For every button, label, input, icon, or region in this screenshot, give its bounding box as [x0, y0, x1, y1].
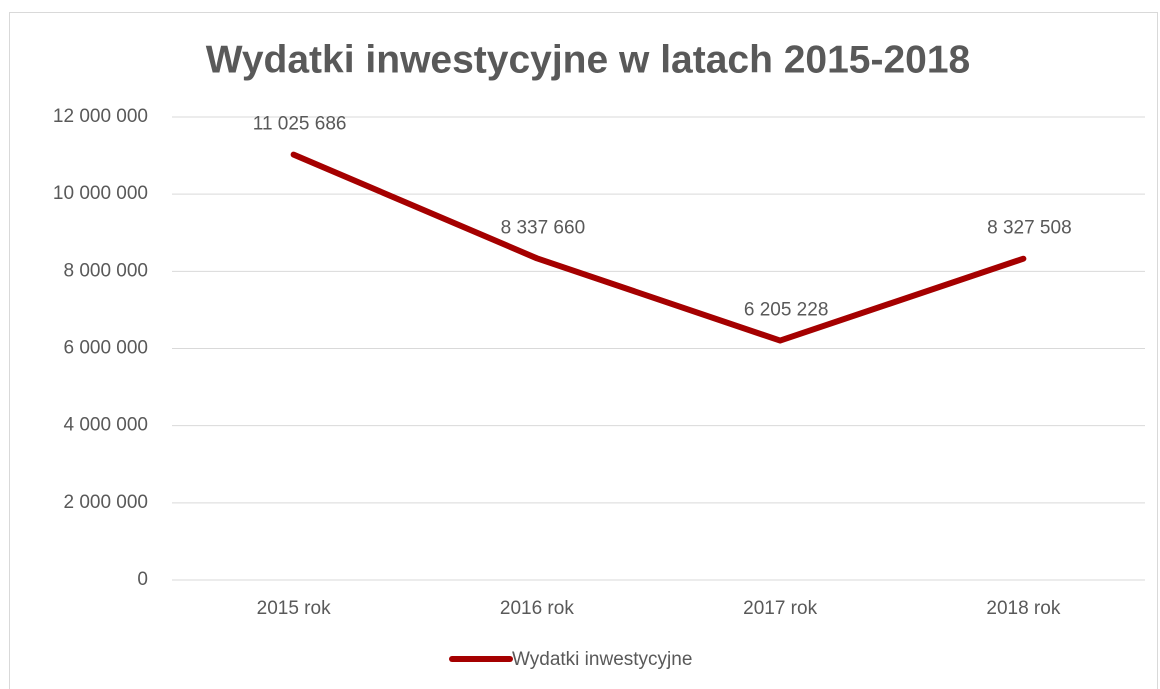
y-tick-label: 10 000 000 [53, 183, 148, 204]
y-tick-label: 4 000 000 [63, 415, 148, 436]
y-tick-label: 0 [137, 569, 148, 590]
data-label: 11 025 686 [253, 114, 347, 135]
x-tick-label: 2017 rok [743, 598, 817, 619]
legend-label: Wydatki inwestycyjne [512, 649, 692, 670]
x-tick-label: 2016 rok [500, 598, 574, 619]
y-tick-label: 8 000 000 [63, 260, 148, 281]
data-label: 8 327 508 [987, 218, 1072, 239]
chart-border [9, 12, 1158, 689]
data-line [290, 151, 1027, 344]
chart-title: Wydatki inwestycyjne w latach 2015-2018 [206, 38, 971, 81]
y-tick-label: 2 000 000 [63, 492, 148, 513]
y-tick-label: 12 000 000 [53, 106, 148, 127]
y-tick-label: 6 000 000 [63, 338, 148, 359]
x-tick-label: 2015 rok [257, 598, 331, 619]
x-tick-label: 2018 rok [986, 598, 1060, 619]
data-label: 8 337 660 [501, 217, 586, 238]
data-label: 6 205 228 [744, 300, 829, 321]
